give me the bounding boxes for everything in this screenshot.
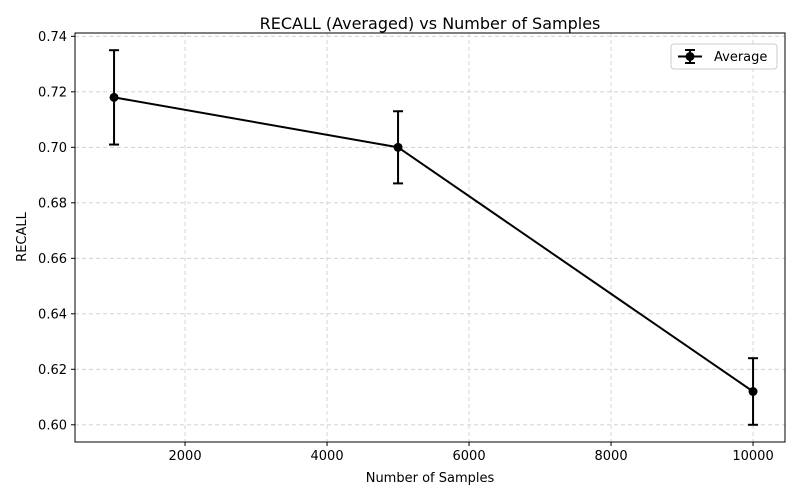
plot-frame [74, 32, 786, 443]
data-point [109, 92, 119, 102]
legend-marker [685, 52, 695, 61]
y-tick-label: 0.74 [38, 30, 67, 45]
legend-box [670, 43, 778, 70]
y-tick-label: 0.66 [38, 252, 67, 267]
grid-layer [75, 33, 785, 442]
y-axis-label: RECALL [15, 211, 30, 261]
y-tick-label: 0.62 [38, 363, 67, 378]
data-point [393, 142, 403, 152]
x-tick-label: 2000 [169, 449, 202, 464]
x-tick-label: 4000 [311, 449, 344, 464]
y-tick-label: 0.70 [38, 141, 67, 156]
legend-label: Average [714, 50, 767, 65]
data-point [748, 386, 758, 396]
data-layer [109, 49, 759, 426]
x-tick-label: 8000 [595, 449, 628, 464]
y-tick-label: 0.60 [38, 418, 67, 433]
y-tick-label: 0.72 [38, 85, 67, 100]
x-axis-label: Number of Samples [366, 471, 495, 486]
x-tick-label: 10000 [732, 449, 773, 464]
chart-title: RECALL (Averaged) vs Number of Samples [260, 14, 601, 33]
series-line [113, 96, 754, 393]
legend: Average [670, 43, 778, 70]
y-tick-label: 0.64 [38, 307, 67, 322]
tick-layer: 2000 4000 6000 8000 10000 0.60 0.62 0.64 0.66 0.6… [38, 30, 774, 464]
y-tick-label: 0.68 [38, 196, 67, 211]
x-tick-label: 6000 [453, 449, 486, 464]
